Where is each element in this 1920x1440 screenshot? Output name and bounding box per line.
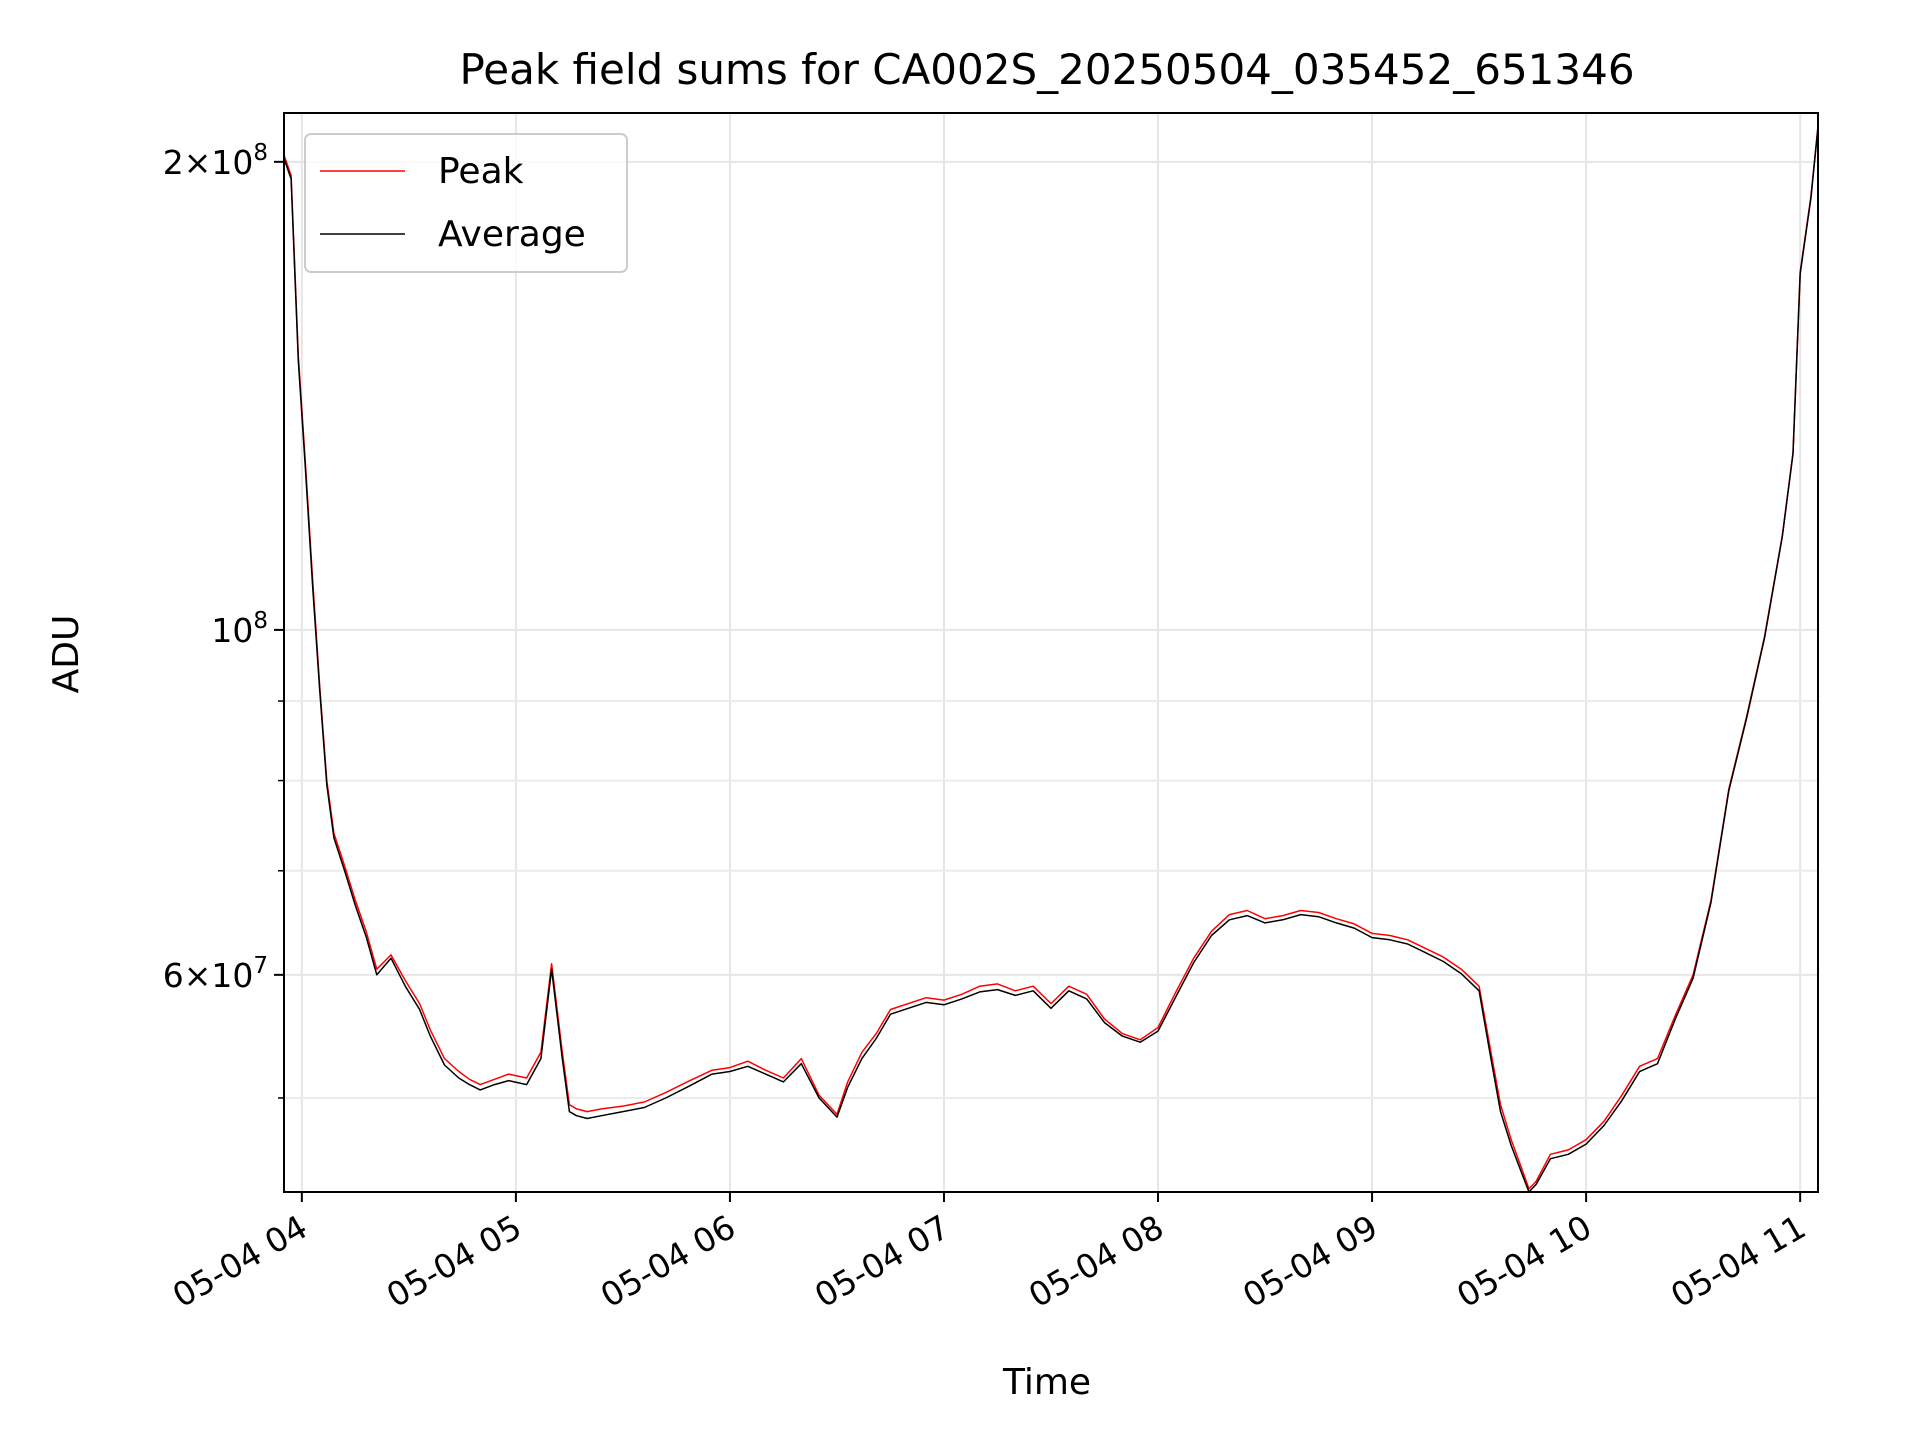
x-axis-label: Time: [1002, 1362, 1091, 1403]
y-axis-label: ADU: [46, 615, 87, 694]
legend: Peak Average: [304, 133, 628, 273]
series-line-peak: [283, 125, 1819, 1190]
y-tick-label: 6×107: [163, 953, 268, 995]
y-axis: 6×107 108 2×108: [163, 140, 284, 1099]
legend-label-average: Average: [438, 214, 586, 255]
chart-title: Peak field sums for CA002S_20250504_0354…: [459, 45, 1634, 94]
y-tick-label: 2×108: [163, 140, 268, 182]
plot-frame: [283, 112, 1819, 1193]
plot-series: [283, 125, 1819, 1193]
y-tick-label: 108: [211, 608, 268, 650]
series-line-average: [283, 127, 1819, 1193]
legend-label-peak: Peak: [438, 151, 524, 192]
legend-box: [304, 133, 628, 273]
